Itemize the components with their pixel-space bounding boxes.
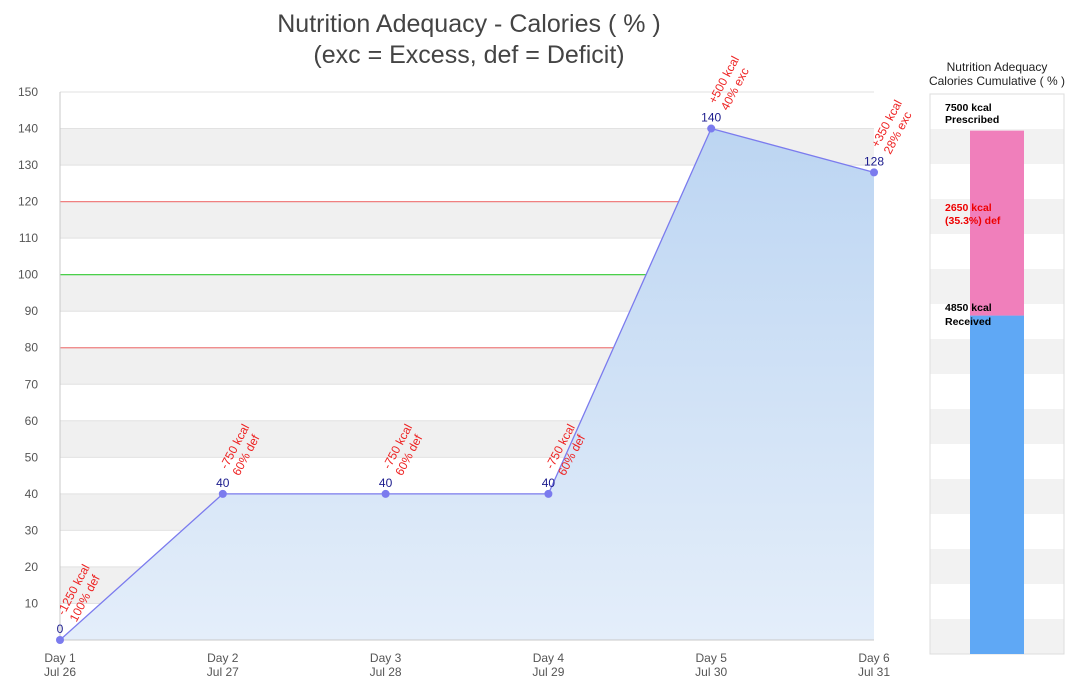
chart-subtitle: (exc = Excess, def = Deficit) (313, 41, 624, 69)
y-tick-label: 70 (25, 377, 39, 391)
deficit-calories-bar (970, 130, 1024, 316)
y-tick-label: 10 (25, 596, 39, 610)
data-value-label: 40 (379, 476, 393, 490)
data-point (218, 489, 227, 498)
data-point (870, 168, 878, 177)
cumulative-calories-bar-chart: Nutrition Adequacy Calories Cumulative (… (929, 60, 1065, 655)
series-line (59, 127, 875, 641)
x-tick-date-label: Jul 31 (858, 665, 890, 679)
data-value-label: 0 (57, 622, 64, 636)
y-tick-label: 40 (25, 487, 39, 501)
x-tick-label: Day 1 (44, 651, 76, 665)
data-value-label: 128 (864, 154, 884, 168)
prescribed-caption-label: Prescribed (945, 114, 999, 126)
y-tick-label: 150 (18, 85, 38, 99)
chart-title: Nutrition Adequacy - Calories ( % ) (277, 10, 660, 38)
x-tick-date-label: Jul 28 (370, 665, 402, 679)
x-tick-date-label: Jul 30 (695, 665, 727, 679)
y-tick-label: 130 (18, 158, 38, 172)
data-point (56, 636, 64, 644)
y-tick-label: 140 (18, 122, 38, 136)
side-chart-title-line1: Nutrition Adequacy (947, 60, 1048, 74)
x-tick-label: Day 5 (696, 651, 728, 665)
received-caption-label: Received (945, 316, 991, 328)
y-tick-label: 50 (25, 450, 39, 464)
data-point (544, 489, 553, 498)
x-tick-date-label: Jul 26 (44, 665, 76, 679)
x-tick-label: Day 6 (858, 651, 890, 665)
y-tick-label: 120 (18, 195, 38, 209)
data-point (707, 124, 716, 133)
x-tick-label: Day 3 (370, 651, 402, 665)
data-value-label: 40 (542, 476, 556, 490)
x-tick-label: Day 2 (207, 651, 239, 665)
side-chart-title-line2: Calories Cumulative ( % ) (929, 74, 1065, 88)
data-value-label: 40 (216, 476, 230, 490)
x-tick-label: Day 4 (533, 651, 565, 665)
deficit-percent-label: (35.3%) def (945, 215, 1001, 227)
x-tick-date-label: Jul 27 (207, 665, 239, 679)
data-point (381, 489, 390, 498)
y-tick-label: 90 (25, 304, 39, 318)
x-tick-date-label: Jul 29 (532, 665, 564, 679)
y-tick-label: 60 (25, 414, 39, 428)
side-plot-band (930, 94, 1064, 129)
deficit-kcal-label: 2650 kcal (945, 202, 992, 214)
y-tick-label: 20 (25, 560, 39, 574)
series-area-fill (60, 128, 874, 641)
prescribed-kcal-label: 7500 kcal (945, 102, 992, 114)
y-tick-label: 80 (25, 341, 39, 355)
y-tick-label: 100 (18, 268, 38, 282)
received-calories-bar (970, 315, 1024, 654)
data-value-label: 140 (701, 111, 721, 125)
received-kcal-label: 4850 kcal (945, 302, 992, 314)
y-tick-label: 110 (19, 231, 38, 245)
y-tick-label: 30 (25, 523, 39, 537)
